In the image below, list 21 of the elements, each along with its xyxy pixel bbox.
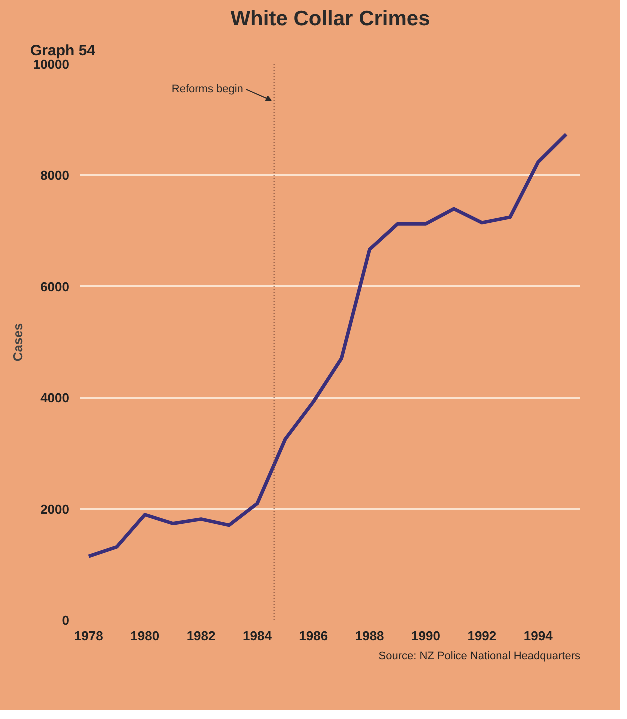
y-axis-title: Cases [10, 323, 26, 362]
y-tick-label: 6000 [40, 279, 70, 294]
x-tick-label: 1980 [130, 628, 160, 644]
y-tick-label: 10000 [33, 57, 70, 72]
y-tick-label: 4000 [40, 390, 70, 406]
y-tick-label: 0 [62, 613, 70, 628]
x-tick-label: 1978 [74, 628, 104, 644]
x-tick-label: 1982 [186, 628, 216, 644]
line-series [87, 132, 568, 558]
y-tick-label: 8000 [40, 168, 70, 184]
x-tick-label: 1992 [468, 628, 497, 644]
ref-line-label: Reforms begin [172, 84, 244, 96]
chart-subtitle: Graph 54 [30, 42, 96, 60]
x-tick-label: 1986 [299, 628, 328, 644]
x-tick-label: 1984 [243, 628, 273, 644]
y-tick-label: 2000 [40, 502, 70, 517]
x-tick-label: 1990 [412, 628, 440, 644]
x-tick-label: 1994 [524, 628, 554, 644]
chart-title: White Collar Crimes [230, 8, 430, 30]
source-note: Source: NZ Police National Headquarters [378, 650, 581, 662]
x-tick-label: 1988 [355, 628, 384, 644]
